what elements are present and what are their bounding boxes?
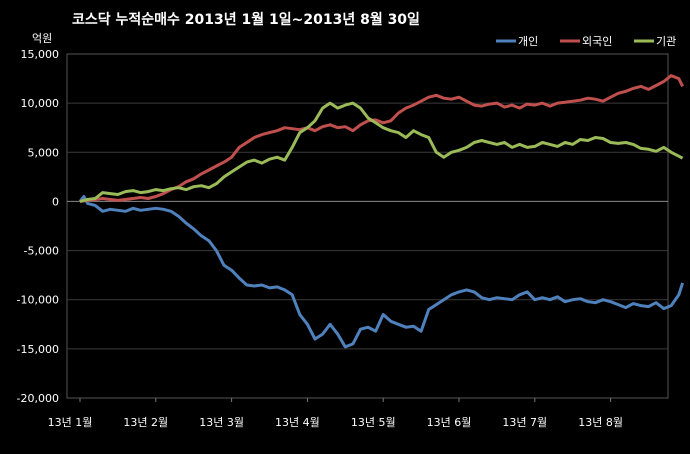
y-tick-label: 10,000	[21, 97, 60, 110]
x-tick-label: 13년 3월	[199, 416, 244, 429]
y-tick-label: -15,000	[17, 343, 59, 356]
x-tick-label: 13년 5월	[351, 416, 396, 429]
legend: 개인 외국인 기관	[496, 35, 676, 48]
y-tick-label: -5,000	[24, 245, 59, 258]
series-line-2	[79, 101, 684, 203]
series-line-1	[79, 74, 684, 203]
y-tick-label: 0	[52, 195, 59, 208]
y-tick-label: -20,000	[17, 392, 59, 405]
x-tick-label: 13년 6월	[427, 416, 472, 429]
x-tick-label: 13년 4월	[275, 416, 320, 429]
y-axis-ticks: 15,000 10,000 5,000 0 -5,000 -10,000 -15,000 -2…	[17, 48, 59, 405]
x-axis-ticks: 13년 1월 13년 2월 13년 3월 13년 4월 13년 5월 13년 6월 13년 …	[48, 398, 623, 429]
chart-title: 코스닥 누적순매수 2013년 1월 1일~2013년 8월 30일	[72, 11, 420, 28]
x-tick-label: 13년 2월	[123, 416, 168, 429]
y-tick-label: 15,000	[21, 48, 60, 61]
plot-area	[66, 53, 669, 399]
series-lines	[78, 74, 685, 349]
legend-label-1: 외국인	[582, 35, 612, 48]
legend-label-0: 개인	[518, 35, 538, 48]
series-line-0	[78, 195, 685, 349]
y-tick-label: -10,000	[17, 294, 59, 307]
x-tick-label: 13년 1월	[48, 416, 93, 429]
legend-label-2: 기관	[656, 35, 676, 48]
y-unit-label: 억원	[32, 32, 52, 45]
x-tick-label: 13년 7월	[502, 416, 547, 429]
x-tick-label: 13년 8월	[578, 416, 623, 429]
y-tick-label: 5,000	[28, 146, 60, 159]
